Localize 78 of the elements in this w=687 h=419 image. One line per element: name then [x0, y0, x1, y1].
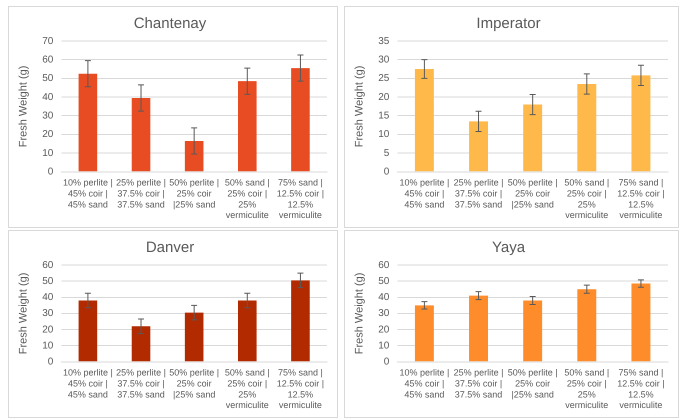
y-tick-label: 30	[42, 110, 54, 122]
x-tick-label: 50% perlite | 25% coir |25% sand	[169, 368, 220, 400]
y-tick-label: 50	[378, 276, 390, 287]
y-tick-label: 35	[378, 36, 390, 47]
chart-title: Chantenay	[134, 15, 207, 32]
bar	[238, 81, 257, 172]
y-tick-label: 70	[42, 36, 54, 47]
x-tick-label: 10% perlite | 45% coir | 45% sand	[62, 178, 113, 210]
x-tick-label: 50% perlite | 25% coir |25% sand	[169, 178, 220, 210]
bar	[184, 140, 204, 172]
x-tick-label: 10% perlite | 45% coir | 45% sand	[399, 368, 450, 400]
y-tick-label: 30	[42, 308, 54, 320]
y-tick-label: 30	[378, 54, 390, 66]
x-tick-label: 50% sand | 25% coir | 25% vermiculite	[224, 178, 270, 220]
y-tick-label: 0	[384, 356, 390, 368]
y-tick-label: 50	[42, 276, 54, 287]
x-tick-label: 10% perlite | 45% coir | 45% sand	[399, 178, 450, 210]
bar	[577, 289, 596, 362]
bar	[469, 121, 488, 172]
y-tick-label: 30	[378, 308, 390, 320]
x-tick-label: 50% sand | 25% coir | 25% vermiculite	[224, 368, 270, 410]
bar	[523, 104, 542, 172]
bar	[577, 84, 596, 172]
bar	[291, 68, 310, 172]
x-tick-label: 25% perlite | 37.5% coir | 37.5% sand	[116, 178, 166, 210]
y-tick-label: 60	[42, 54, 54, 66]
bar	[291, 280, 310, 362]
y-tick-label: 60	[42, 260, 54, 271]
y-axis-title: Fresh Weight (g)	[354, 272, 366, 354]
bar	[631, 75, 650, 172]
y-tick-label: 50	[42, 73, 54, 84]
y-tick-label: 10	[42, 148, 54, 159]
y-tick-label: 40	[42, 92, 54, 103]
x-tick-label: 25% perlite | 37.5% coir | 37.5% sand	[454, 368, 504, 400]
bar	[414, 69, 434, 172]
x-tick-label: 50% sand | 25% coir | 25% vermiculite	[564, 178, 610, 220]
y-axis-title: Fresh Weight (g)	[18, 66, 30, 148]
bar	[78, 74, 98, 172]
x-tick-label: 25% perlite | 37.5% coir | 37.5% sand	[454, 178, 504, 210]
bar	[184, 312, 204, 362]
x-tick-label: 75% sand | 12.5% coir | 12.5% vermiculite	[617, 178, 665, 220]
y-tick-label: 15	[378, 110, 390, 122]
bar	[414, 305, 434, 362]
y-tick-label: 20	[378, 92, 390, 103]
bar	[631, 284, 650, 362]
bar	[523, 300, 542, 362]
x-tick-label: 75% sand | 12.5% coir | 12.5% vermiculite	[617, 368, 665, 410]
chart-title: Yaya	[492, 239, 526, 256]
bar	[469, 296, 488, 362]
y-tick-label: 60	[378, 260, 390, 271]
y-tick-label: 5	[384, 148, 390, 159]
y-tick-label: 0	[384, 166, 390, 178]
y-tick-label: 20	[42, 129, 54, 140]
y-axis-title: Fresh Weight (g)	[354, 66, 366, 148]
y-tick-label: 25	[378, 73, 390, 84]
x-tick-label: 50% perlite | 25% coir |25% sand	[508, 178, 558, 210]
y-tick-label: 10	[378, 129, 390, 140]
y-tick-label: 20	[42, 324, 54, 336]
x-tick-label: 50% sand | 25% coir | 25% vermiculite	[564, 368, 610, 410]
x-tick-label: 10% perlite | 45% coir | 45% sand	[62, 368, 113, 400]
y-tick-label: 0	[48, 166, 54, 178]
y-tick-label: 10	[378, 340, 390, 352]
x-tick-label: 75% sand | 12.5% coir | 12.5% vermiculite	[276, 368, 324, 410]
x-tick-label: 75% sand | 12.5% coir | 12.5% vermiculite	[276, 178, 324, 220]
x-tick-label: 50% perlite | 25% coir |25% sand	[508, 368, 558, 400]
bar	[78, 300, 98, 362]
y-axis-title: Fresh Weight (g)	[18, 272, 30, 354]
y-tick-label: 40	[378, 292, 390, 304]
y-tick-label: 20	[378, 324, 390, 336]
y-tick-label: 0	[48, 356, 54, 368]
y-tick-label: 40	[42, 292, 54, 304]
chart-title: Imperator	[476, 15, 541, 32]
y-tick-label: 10	[42, 340, 54, 352]
bar	[132, 98, 150, 172]
x-tick-label: 25% perlite | 37.5% coir | 37.5% sand	[116, 368, 166, 400]
bar	[132, 326, 150, 362]
chart-title: Danver	[146, 239, 194, 256]
bar	[238, 300, 257, 362]
